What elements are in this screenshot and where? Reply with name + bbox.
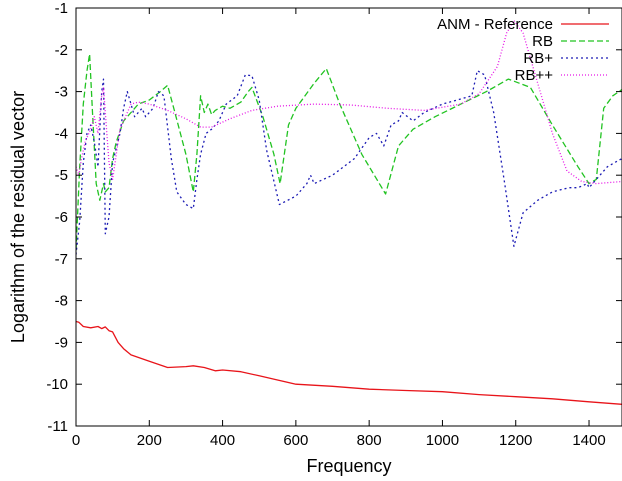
- series-line-anm-reference: [76, 320, 622, 405]
- x-tick-label: 200: [137, 432, 162, 449]
- x-tick-label: 1200: [499, 432, 532, 449]
- y-tick-label: -6: [55, 209, 68, 226]
- series-layer: [76, 19, 622, 405]
- x-tick-label: 400: [210, 432, 235, 449]
- x-tick-label: 800: [357, 432, 382, 449]
- y-tick-label: -8: [55, 293, 68, 310]
- x-tick-label: 1000: [426, 432, 459, 449]
- legend-label: RB: [532, 33, 553, 50]
- y-tick-label: -7: [55, 251, 68, 268]
- y-axis: -11 -10 -9 -8 -7 -6 -5 -4 -3 -2 -1: [46, 0, 622, 435]
- y-tick-label: -3: [55, 84, 68, 101]
- y-tick-label: -2: [55, 42, 68, 59]
- x-tick-label: 0: [72, 432, 80, 449]
- y-tick-label: -1: [55, 0, 68, 17]
- y-tick-label: -11: [47, 418, 68, 435]
- x-tick-label: 1400: [572, 432, 605, 449]
- y-tick-label: -9: [55, 334, 68, 351]
- series-line-rb: [76, 70, 622, 255]
- legend-label: RB++: [515, 67, 554, 84]
- legend-label: RB+: [523, 50, 553, 67]
- y-tick-label: -5: [55, 167, 68, 184]
- x-axis: 0 200 400 600 800 1000 1200 1400: [72, 8, 606, 449]
- x-tick-label: 600: [283, 432, 308, 449]
- y-tick-label: -4: [55, 125, 68, 142]
- x-axis-label: Frequency: [306, 456, 391, 476]
- legend-label: ANM - Reference: [437, 16, 553, 33]
- series-line-rb: [76, 53, 622, 251]
- y-tick-label: -10: [46, 376, 68, 393]
- y-axis-label: Logarithm of the residual vector: [8, 91, 28, 343]
